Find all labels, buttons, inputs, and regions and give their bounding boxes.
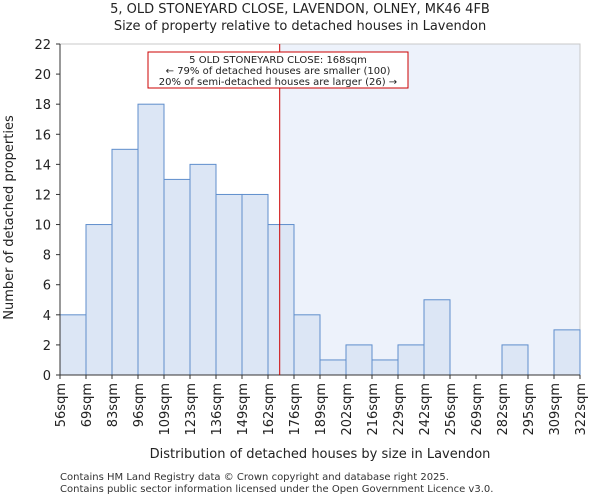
footer-copyright: Contains HM Land Registry data © Crown c… xyxy=(60,472,449,483)
histogram-bar xyxy=(423,299,451,376)
histogram-chart: 0 2 4 6 8 10 12 14 16 18 20 22 56sqm 69sqm 83sqm 96sqm 1… xyxy=(2,38,589,462)
histogram-bar xyxy=(163,178,191,376)
histogram-bar xyxy=(501,344,529,376)
histogram-bar xyxy=(59,314,87,376)
x-tick-label: 162sqm xyxy=(262,383,277,436)
histogram-bar xyxy=(111,148,139,376)
y-tick-label: 0 xyxy=(43,369,51,384)
y-tick-label: 14 xyxy=(34,158,51,173)
histogram-bar xyxy=(241,193,269,376)
x-tick-label: 96sqm xyxy=(132,383,147,427)
x-tick-label: 256sqm xyxy=(444,383,459,436)
x-tick-label: 229sqm xyxy=(392,383,407,436)
histogram-bar xyxy=(371,359,399,376)
histogram-bar xyxy=(267,224,295,376)
y-tick-label: 22 xyxy=(34,38,51,53)
y-tick-label: 18 xyxy=(34,98,51,113)
y-tick-label: 10 xyxy=(34,219,51,234)
x-tick-label: 69sqm xyxy=(80,383,95,427)
y-axis-title: Number of detached properties xyxy=(2,115,17,320)
x-axis-title: Distribution of detached houses by size … xyxy=(150,447,491,462)
annotation-box xyxy=(147,51,409,89)
x-tick-label: 202sqm xyxy=(340,383,355,436)
x-tick-label: 136sqm xyxy=(210,383,225,436)
histogram-bar xyxy=(137,103,165,376)
x-tick-label: 242sqm xyxy=(418,383,433,436)
x-tick-label: 216sqm xyxy=(366,383,381,436)
y-tick-label: 4 xyxy=(43,309,51,324)
chart-title: 5, OLD STONEYARD CLOSE, LAVENDON, OLNEY,… xyxy=(110,2,490,17)
x-tick-label: 56sqm xyxy=(54,383,69,427)
y-tick-label: 2 xyxy=(43,339,51,354)
x-tick-label: 309sqm xyxy=(548,383,563,436)
y-tick-label: 6 xyxy=(43,279,51,294)
histogram-bar xyxy=(189,163,217,376)
x-tick-label: 176sqm xyxy=(288,383,303,436)
histogram-bar xyxy=(397,344,425,376)
x-tick-label: 282sqm xyxy=(496,383,511,436)
x-tick-label: 269sqm xyxy=(470,383,485,436)
annotation-line: ← 79% of detached houses are smaller (10… xyxy=(166,66,391,77)
footer-licence: Contains public sector information licen… xyxy=(60,484,494,495)
annotation-line: 5 OLD STONEYARD CLOSE: 168sqm xyxy=(189,55,367,66)
x-tick-label: 83sqm xyxy=(106,383,121,427)
y-tick-label: 8 xyxy=(43,249,51,264)
histogram-bar xyxy=(319,359,347,376)
x-tick-label: 123sqm xyxy=(184,383,199,436)
histogram-bar xyxy=(553,329,581,376)
chart-subtitle: Size of property relative to detached ho… xyxy=(113,19,487,34)
x-tick-label: 295sqm xyxy=(522,383,537,436)
x-tick-label: 109sqm xyxy=(158,383,173,436)
x-tick-label: 189sqm xyxy=(314,383,329,436)
histogram-bar xyxy=(215,193,243,376)
x-tick-label: 322sqm xyxy=(574,383,589,436)
y-tick-label: 16 xyxy=(34,128,51,143)
histogram-bar xyxy=(345,344,373,376)
x-tick-label: 149sqm xyxy=(236,383,251,436)
annotation-line: 20% of semi-detached houses are larger (… xyxy=(159,77,397,88)
histogram-bar xyxy=(85,224,113,376)
y-tick-label: 20 xyxy=(34,68,51,83)
y-tick-label: 12 xyxy=(34,188,51,203)
histogram-bar xyxy=(293,314,321,376)
